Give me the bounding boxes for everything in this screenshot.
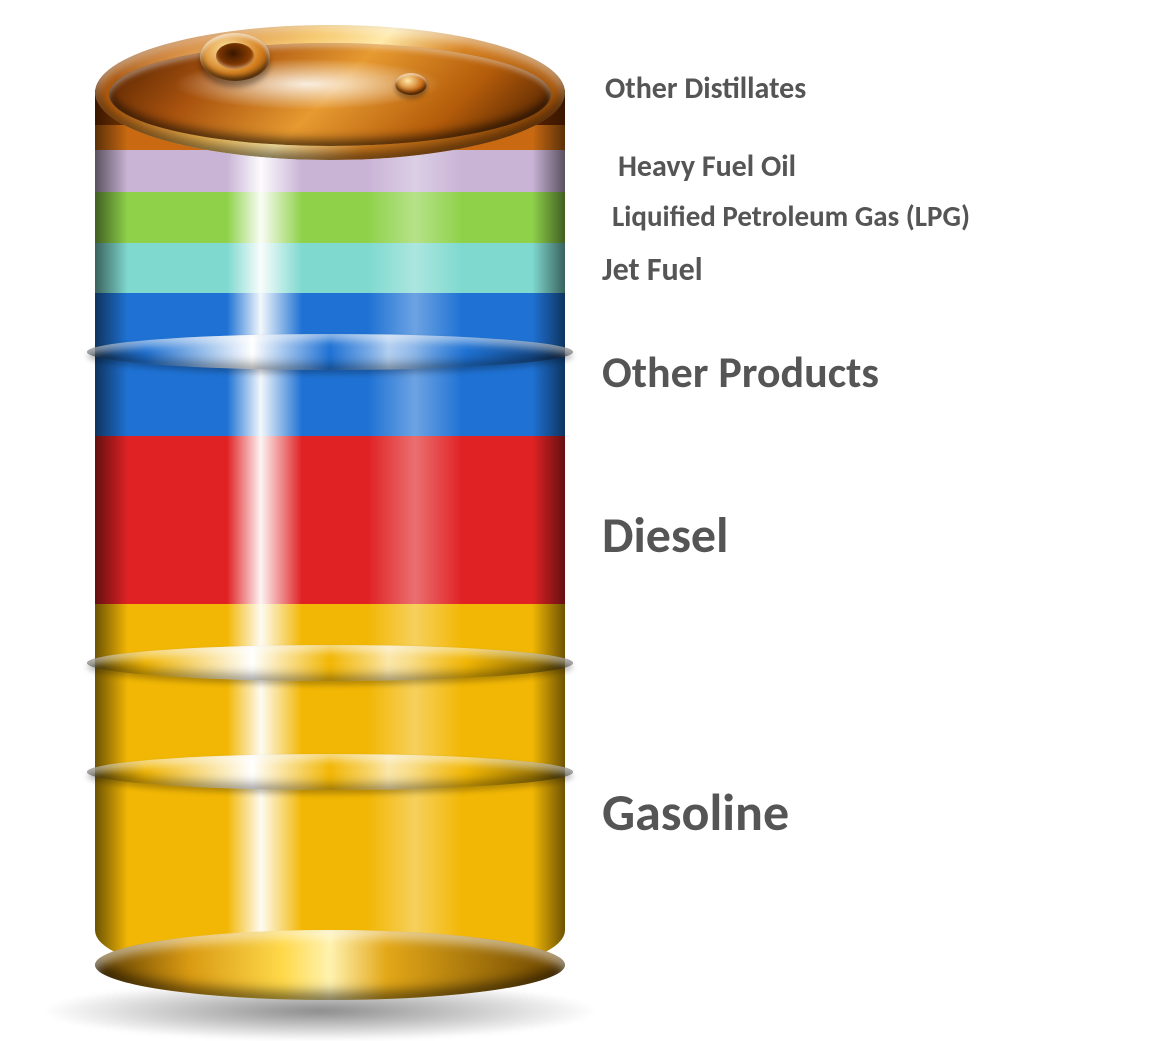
band-jet_fuel xyxy=(95,243,565,293)
barrel-body xyxy=(95,125,565,965)
band-other_products xyxy=(95,293,565,436)
label-other_products: Other Products xyxy=(602,345,879,399)
barrel-bung-small xyxy=(395,73,427,95)
oil-barrel-diagram: Other Distillates Heavy Fuel Oil Liquified… xyxy=(0,0,1165,1031)
barrel-bung-large xyxy=(200,33,270,81)
label-diesel: Diesel xyxy=(602,505,728,566)
barrel-lid-inner xyxy=(109,43,551,146)
band-diesel xyxy=(95,436,565,604)
label-jet_fuel: Jet Fuel xyxy=(602,250,703,289)
band-gasoline xyxy=(95,604,565,965)
label-other_distillates: Other Distillates xyxy=(605,70,806,107)
band-lpg xyxy=(95,192,565,242)
label-heavy_fuel_oil: Heavy Fuel Oil xyxy=(618,148,796,185)
label-lpg: Liquified Petroleum Gas (LPG) xyxy=(612,198,970,234)
barrel-lid xyxy=(95,25,565,160)
oil-barrel xyxy=(95,25,565,1000)
label-gasoline: Gasoline xyxy=(602,780,789,844)
barrel-bottom-rim xyxy=(95,930,565,1000)
